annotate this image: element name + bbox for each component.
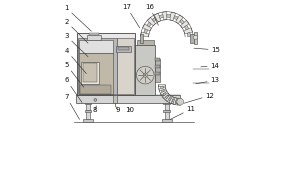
Bar (80, 85, 111, 94)
Polygon shape (184, 28, 193, 34)
Polygon shape (178, 98, 181, 105)
Text: 10: 10 (125, 107, 134, 113)
Text: 13: 13 (196, 77, 219, 84)
Bar (83, 63, 97, 82)
Bar (85, 110, 91, 112)
Polygon shape (166, 95, 171, 101)
Bar (113, 95, 117, 103)
Text: 8: 8 (93, 106, 97, 113)
Polygon shape (163, 93, 166, 96)
Polygon shape (168, 97, 171, 101)
Bar (86, 111, 90, 119)
Text: 17: 17 (122, 4, 140, 28)
Text: 2: 2 (64, 19, 88, 43)
Polygon shape (147, 17, 156, 26)
Bar (135, 45, 155, 95)
Circle shape (177, 98, 184, 105)
Polygon shape (176, 15, 183, 24)
Circle shape (94, 98, 97, 101)
Circle shape (143, 73, 147, 77)
Polygon shape (185, 25, 189, 30)
Polygon shape (152, 17, 157, 22)
Polygon shape (176, 100, 178, 103)
Bar (83, 119, 93, 122)
Bar (85, 102, 91, 104)
Polygon shape (163, 12, 167, 20)
Polygon shape (147, 22, 151, 27)
Bar (79, 40, 113, 53)
Text: 5: 5 (64, 62, 84, 87)
Text: 1: 1 (64, 5, 91, 31)
Bar (140, 34, 143, 43)
Text: 7: 7 (64, 94, 79, 119)
Bar (155, 58, 160, 61)
Bar (118, 47, 129, 50)
Bar (86, 103, 90, 110)
Polygon shape (159, 88, 166, 91)
Text: 14: 14 (201, 63, 219, 69)
Bar (89, 33, 98, 35)
Text: 15: 15 (194, 47, 220, 53)
Circle shape (193, 35, 197, 40)
Polygon shape (174, 16, 178, 20)
Text: 4: 4 (64, 48, 86, 74)
Bar (81, 62, 99, 84)
Text: 16: 16 (145, 4, 159, 25)
Polygon shape (165, 95, 168, 98)
Polygon shape (163, 93, 169, 99)
Polygon shape (144, 29, 148, 33)
Polygon shape (187, 33, 190, 37)
Bar (163, 102, 170, 104)
Polygon shape (169, 97, 174, 103)
Text: 11: 11 (170, 106, 195, 119)
Text: 9: 9 (115, 107, 120, 113)
Text: 6: 6 (64, 77, 82, 102)
Polygon shape (159, 85, 165, 87)
Bar (194, 32, 197, 44)
Bar (76, 95, 180, 103)
Polygon shape (170, 12, 176, 21)
Bar (77, 33, 135, 95)
Polygon shape (172, 99, 174, 102)
Polygon shape (167, 14, 171, 17)
Bar (162, 119, 172, 122)
Polygon shape (173, 98, 176, 105)
Polygon shape (180, 20, 189, 28)
Polygon shape (160, 90, 167, 95)
Polygon shape (143, 24, 151, 31)
Polygon shape (180, 19, 185, 24)
Bar (116, 46, 131, 52)
Text: 3: 3 (64, 33, 88, 57)
Bar (137, 40, 154, 45)
Bar (155, 72, 160, 75)
Bar (165, 111, 169, 119)
Bar (117, 38, 134, 94)
Bar (78, 38, 117, 94)
Text: 12: 12 (184, 93, 214, 103)
Bar (165, 103, 169, 110)
Bar (155, 59, 160, 82)
Bar (155, 65, 160, 68)
Bar (163, 110, 170, 112)
Bar (190, 34, 194, 43)
Circle shape (137, 66, 154, 84)
Polygon shape (161, 86, 163, 89)
Polygon shape (141, 32, 149, 37)
Bar (87, 35, 101, 40)
Polygon shape (161, 90, 165, 92)
Polygon shape (154, 13, 161, 22)
Polygon shape (159, 15, 163, 18)
Bar (79, 53, 113, 94)
Circle shape (144, 74, 146, 76)
